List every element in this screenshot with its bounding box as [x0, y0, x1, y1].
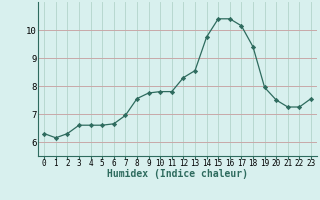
X-axis label: Humidex (Indice chaleur): Humidex (Indice chaleur) [107, 169, 248, 179]
